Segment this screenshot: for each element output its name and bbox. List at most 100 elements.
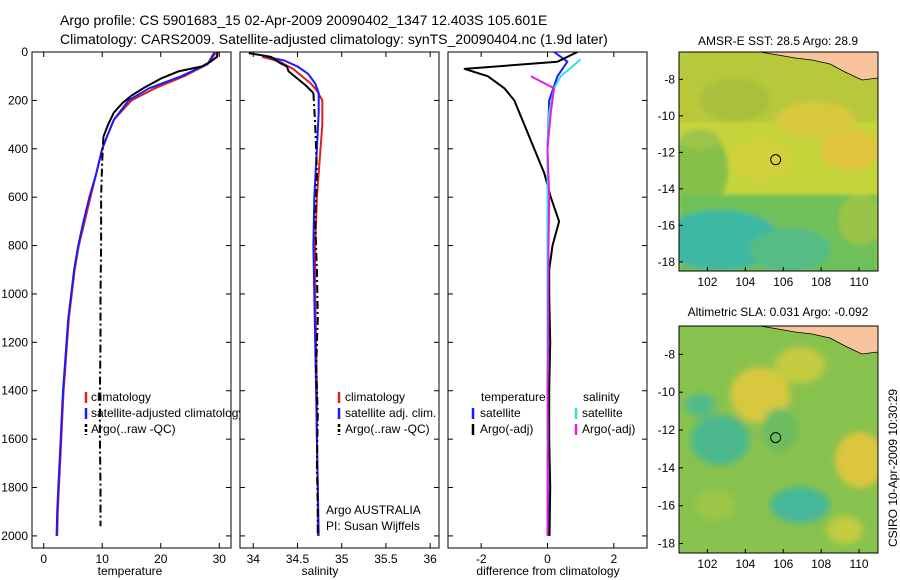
y-tick-label: 800 xyxy=(8,239,28,253)
x-tick-label: 10 xyxy=(96,552,110,566)
x-tick-label: 108 xyxy=(811,275,831,289)
x-tick-label: 20 xyxy=(154,552,168,566)
profile-plot-temperature: 0 10 20 30 0 200 400 600 800 1000 1200 1400 1600 1800… xyxy=(1,45,244,578)
y-tick-label: -10 xyxy=(658,109,676,123)
series-line-blue xyxy=(266,55,320,536)
x-tick-label: 106 xyxy=(773,275,793,289)
y-tick-label: -14 xyxy=(658,182,676,196)
series-line-black xyxy=(312,93,319,536)
y-tick-label: 1400 xyxy=(1,384,28,398)
map-sst: AMSR-E SST: 28.5 Argo: 28.9 102 104 106 108… xyxy=(658,34,879,289)
x-axis-label: difference from climatology xyxy=(476,564,619,578)
profile-plot-difference: -2 0 2 temperature satellite Argo(-adj) salin… xyxy=(447,51,648,578)
map-title: AMSR-E SST: 28.5 Argo: 28.9 xyxy=(698,34,858,48)
x-tick-label: 106 xyxy=(773,557,793,571)
y-tick-label: 600 xyxy=(8,190,28,204)
y-tick-label: -18 xyxy=(658,255,676,269)
legend-label: temperature xyxy=(481,390,546,404)
x-tick-label: 35 xyxy=(335,552,349,566)
y-tick-label: -8 xyxy=(664,347,675,361)
plot-frame xyxy=(239,51,440,549)
heatmap-field xyxy=(679,52,878,271)
x-tick-label: 104 xyxy=(735,557,755,571)
x-tick-label: 34 xyxy=(247,552,261,566)
series-group xyxy=(463,52,582,536)
tick-group: -2 0 2 xyxy=(448,51,647,566)
tick-group: 102 104 106 108 110 -8 -10 -12 -14 -16 -18 xyxy=(658,347,869,571)
x-tick-label: 102 xyxy=(697,557,717,571)
y-tick-label: -14 xyxy=(658,461,676,475)
legend-label: satellite xyxy=(582,406,623,420)
series-group xyxy=(248,52,324,536)
legend-label: climatology xyxy=(91,390,151,404)
y-tick-label: -8 xyxy=(664,72,675,86)
y-tick-label: -16 xyxy=(658,499,676,513)
legend: temperature satellite Argo(-adj) salinity sa… xyxy=(471,390,635,436)
credit-line-2: PI: Susan Wijffels xyxy=(326,519,420,533)
legend: climatology satellite-adjusted climatolog… xyxy=(84,390,244,436)
x-tick-label: 0 xyxy=(544,552,551,566)
x-axis-label: salinity xyxy=(302,564,339,578)
legend-label: Argo(..raw -QC) xyxy=(91,422,176,436)
legend-label: climatology xyxy=(345,390,405,404)
x-tick-label: -2 xyxy=(476,552,487,566)
legend-label: Argo(-adj) xyxy=(582,422,635,436)
map-frame xyxy=(678,325,879,554)
tick-group: 34 34.5 35 35.5 36 xyxy=(240,51,439,566)
x-tick-label: 30 xyxy=(213,552,227,566)
series-line-black xyxy=(248,52,315,94)
x-tick-label: 110 xyxy=(849,557,868,571)
y-tick-label: 0 xyxy=(21,45,28,59)
plot-frame xyxy=(31,51,232,549)
series-line-magenta xyxy=(530,75,556,536)
series-line-blue xyxy=(55,52,216,536)
x-tick-label: 34.5 xyxy=(286,552,310,566)
y-tick-label: 2000 xyxy=(1,529,28,543)
y-tick-label: -10 xyxy=(658,385,676,399)
y-tick-label: -16 xyxy=(658,218,676,232)
series-line-black xyxy=(102,52,219,138)
credit-line-1: Argo AUSTRALIA xyxy=(326,503,421,517)
x-tick-label: 0 xyxy=(40,552,47,566)
series-line-black xyxy=(98,136,105,527)
legend: climatology satellite adj. clim. Argo(..ra… xyxy=(337,390,436,436)
x-tick-label: 35.5 xyxy=(374,552,398,566)
y-tick-label: 1200 xyxy=(1,335,28,349)
map-frame xyxy=(678,51,879,272)
x-tick-label: 108 xyxy=(811,557,831,571)
tick-group: 0 10 20 30 0 200 400 600 800 1000 1200 1400 1600 1800… xyxy=(1,45,231,566)
legend-label: Argo(-adj) xyxy=(480,422,533,436)
figure-title-line2: Climatology: CARS2009. Satellite-adjuste… xyxy=(60,31,608,47)
side-timestamp: CSIRO 10-Apr-2009 10:30:29 xyxy=(886,389,900,547)
legend-label: salinity xyxy=(583,390,620,404)
x-tick-label: 104 xyxy=(735,275,755,289)
y-tick-label: 400 xyxy=(8,142,28,156)
y-tick-label: 1600 xyxy=(1,432,28,446)
y-tick-label: -12 xyxy=(658,145,676,159)
x-tick-label: 102 xyxy=(697,275,717,289)
series-group xyxy=(55,52,219,536)
legend-label: satellite-adjusted climatology xyxy=(91,406,244,420)
x-tick-label: 36 xyxy=(423,552,437,566)
argo-location-marker xyxy=(770,154,782,166)
y-tick-label: -12 xyxy=(658,423,676,437)
argo-location-marker xyxy=(770,432,782,444)
legend-label: satellite xyxy=(480,406,521,420)
heatmap-field xyxy=(679,326,878,553)
figure-title-line1: Argo profile: CS 5901683_15 02-Apr-2009 … xyxy=(60,12,547,28)
series-line-black xyxy=(463,52,578,536)
x-tick-label: 110 xyxy=(849,275,868,289)
legend-label: Argo(..raw -QC) xyxy=(345,422,430,436)
map-title: Altimetric SLA: 0.031 Argo: -0.092 xyxy=(688,305,869,319)
y-tick-label: 1000 xyxy=(1,287,28,301)
legend-label: satellite adj. clim. xyxy=(345,406,436,420)
tick-group: 102 104 106 108 110 -8 -10 -12 -14 -16 -18 xyxy=(658,72,869,289)
y-tick-label: 1800 xyxy=(1,481,28,495)
x-tick-label: 2 xyxy=(610,552,617,566)
y-tick-label: 200 xyxy=(8,93,28,107)
profile-plot-salinity: 34 34.5 35 35.5 36 climatology satellite adj.… xyxy=(239,51,440,578)
y-tick-label: -18 xyxy=(658,537,676,551)
map-sla: Altimetric SLA: 0.031 Argo: -0.092 102 10… xyxy=(658,305,879,571)
x-axis-label: temperature xyxy=(98,564,163,578)
